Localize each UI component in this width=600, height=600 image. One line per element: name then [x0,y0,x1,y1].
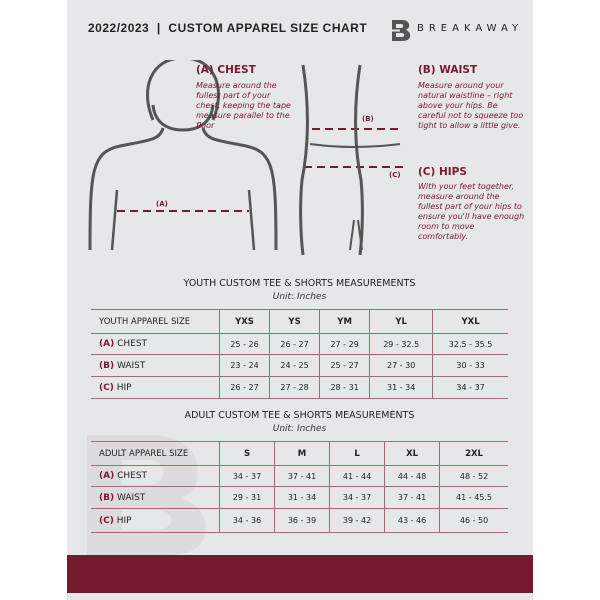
hips-description: With your feet together, measure around … [418,182,525,241]
chest-marker: (A) [156,200,168,208]
cell: 34 - 36 [218,508,275,533]
header-cell: YXL [432,309,508,334]
cell: 29 - 31 [218,486,275,509]
header-cell: ADULT APPAREL SIZE [91,441,220,466]
cell: 30 - 33 [432,354,508,377]
cell: 43 - 46 [384,508,440,533]
header-cell: XL [384,441,440,466]
cell: 27 - 28 [269,376,320,399]
header-cell: YL [369,309,433,334]
chest-description: Measure around the fullest part of your … [196,81,291,130]
chest-title: (A) CHEST [196,64,256,76]
youth-unit: Unit: Inches [272,292,327,302]
breakaway-logo-icon [386,20,411,41]
table-row: (A) CHEST 25 - 26 26 - 27 27 - 29 29 - 32.5 3… [91,333,508,355]
torso-outline [299,64,364,256]
header-cell: L [329,441,385,466]
page-title: 2022/2023 | CUSTOM APPAREL SIZE CHART [88,21,368,35]
waist-description: Measure around your natural waistline – … [418,81,524,130]
cell: 44 - 48 [384,465,440,487]
brand-name: BREAKAWAY [417,23,524,34]
header-cell: YM [319,309,370,334]
row-label: (A) CHEST [91,333,220,355]
row-label: (A) CHEST [91,465,220,487]
adult-size-table: ADULT APPAREL SIZE S M L XL 2XL (A) CHEST 34 -… [91,441,508,533]
adult-unit: Unit: Inches [272,424,327,434]
row-label: (C) HIP [91,376,220,399]
cell: 36 - 39 [274,508,330,533]
cell: 31 - 34 [274,486,330,509]
hips-title: (C) HIPS [418,166,467,178]
cell: 26 - 27 [218,376,270,399]
waist-title: (B) WAIST [418,64,478,76]
cell: 34 - 37 [329,486,385,509]
cell: 32.5 - 35.5 [432,333,508,355]
youth-size-table: YOUTH APPAREL SIZE YXS YS YM YL YXL (A) CHEST… [91,309,508,399]
cell: 25 - 26 [218,333,270,355]
header-cell: YOUTH APPAREL SIZE [91,309,220,334]
cell: 34 - 37 [218,465,275,487]
table-row: (B) WAIST 29 - 31 31 - 34 34 - 37 37 - 41 41 … [91,486,508,509]
cell: 24 - 25 [269,354,320,377]
cell: 46 - 50 [439,508,508,533]
cell: 37 - 41 [384,486,440,509]
cell: 41 - 45.5 [439,486,508,509]
hips-marker: (C) [389,171,401,179]
cell: 29 - 32.5 [369,333,433,355]
row-label: (C) HIP [91,508,220,533]
row-label: (B) WAIST [91,486,220,509]
table-row: (A) CHEST 34 - 37 37 - 41 41 - 44 44 - 48 48 … [91,465,508,487]
table-row: (C) HIP 26 - 27 27 - 28 28 - 31 31 - 34 34 - … [91,376,508,399]
cell: 28 - 31 [319,376,370,399]
cell: 23 - 24 [218,354,270,377]
table-header-row: YOUTH APPAREL SIZE YXS YS YM YL YXL [91,309,508,334]
cell: 41 - 44 [329,465,385,487]
cell: 34 - 37 [432,376,508,399]
cell: 39 - 42 [329,508,385,533]
table-row: (B) WAIST 23 - 24 24 - 25 25 - 27 27 - 30 30 … [91,354,508,377]
table-row: (C) HIP 34 - 36 36 - 39 39 - 42 43 - 46 46 - … [91,508,508,533]
cell: 26 - 27 [269,333,320,355]
cell: 27 - 30 [369,354,433,377]
cell: 48 - 52 [439,465,508,487]
cell: 37 - 41 [274,465,330,487]
cell: 31 - 34 [369,376,433,399]
cell: 25 - 27 [319,354,370,377]
row-label: (B) WAIST [91,354,220,377]
header-cell: S [218,441,275,466]
header-cell: YXS [218,309,270,334]
youth-table-caption: YOUTH CUSTOM TEE & SHORTS MEASUREMENTS [183,278,416,289]
table-header-row: ADULT APPAREL SIZE S M L XL 2XL [91,441,508,466]
footer-bar [67,555,533,593]
waist-marker: (B) [362,115,374,123]
header-cell: 2XL [439,441,508,466]
adult-table-caption: ADULT CUSTOM TEE & SHORTS MEASUREMENTS [184,410,415,421]
header-cell: M [274,441,330,466]
header-cell: YS [269,309,320,334]
cell: 27 - 29 [319,333,370,355]
head-outline [146,60,220,121]
